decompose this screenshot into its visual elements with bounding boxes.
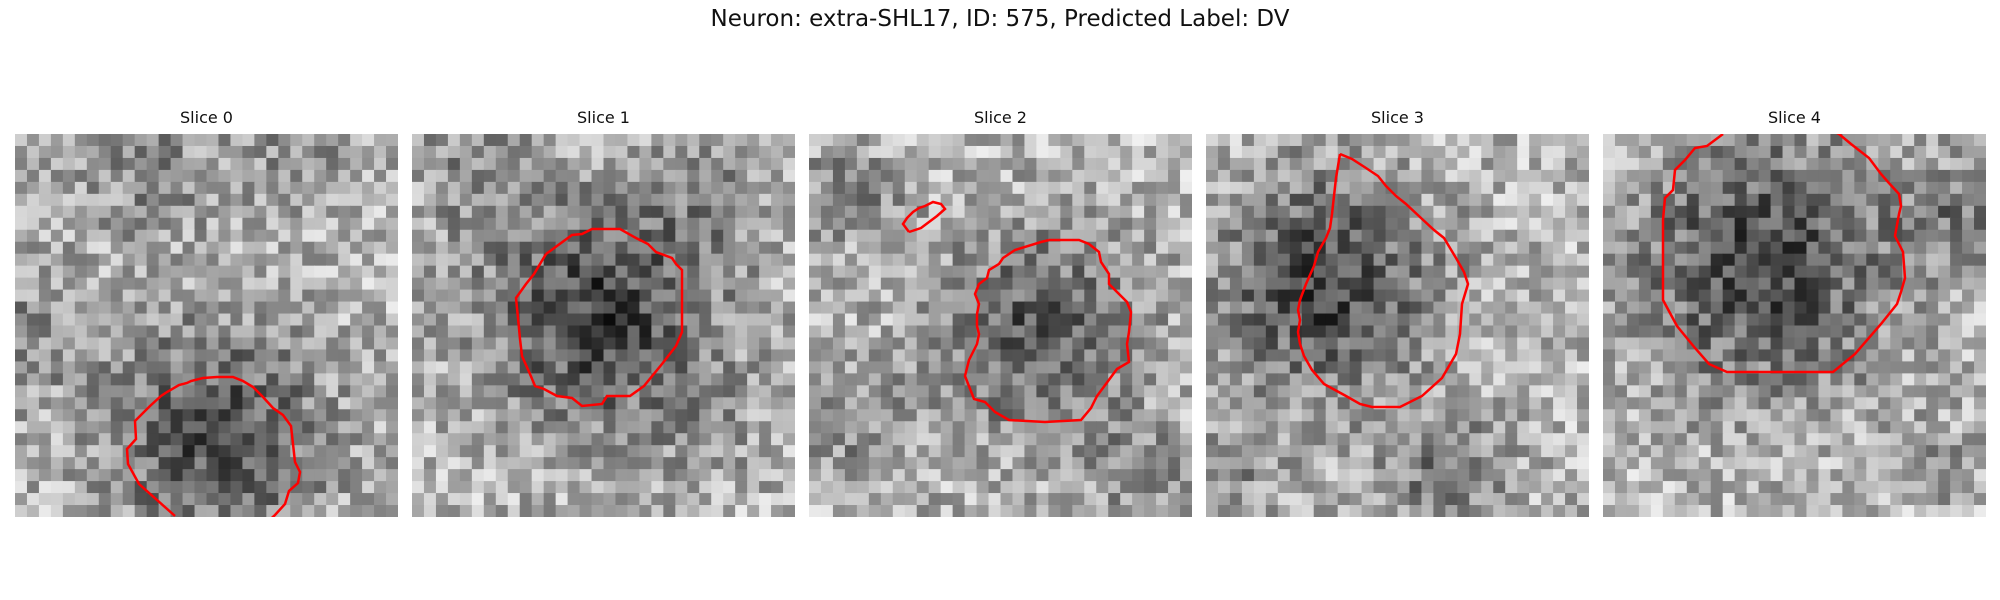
slice-image-2 — [809, 134, 1192, 517]
cell-outline-3 — [1296, 152, 1470, 409]
slice-image-1 — [412, 134, 795, 517]
slice-title: Slice 3 — [1371, 108, 1424, 127]
slice-image-0 — [15, 134, 398, 517]
figure-title: Neuron: extra-SHL17, ID: 575, Predicted … — [710, 6, 1290, 32]
slice-image-4 — [1603, 134, 1986, 517]
cell-outline-2a — [963, 238, 1133, 424]
cell-outline-0 — [125, 375, 302, 517]
slice-title: Slice 1 — [577, 108, 630, 127]
slice-title: Slice 2 — [974, 108, 1027, 127]
cell-outline-1 — [514, 227, 684, 408]
slice-title: Slice 4 — [1768, 108, 1821, 127]
cell-outline-2b — [901, 200, 947, 234]
slice-title: Slice 0 — [180, 108, 233, 127]
slice-image-3 — [1206, 134, 1589, 517]
cell-outline-4 — [1661, 134, 1907, 374]
